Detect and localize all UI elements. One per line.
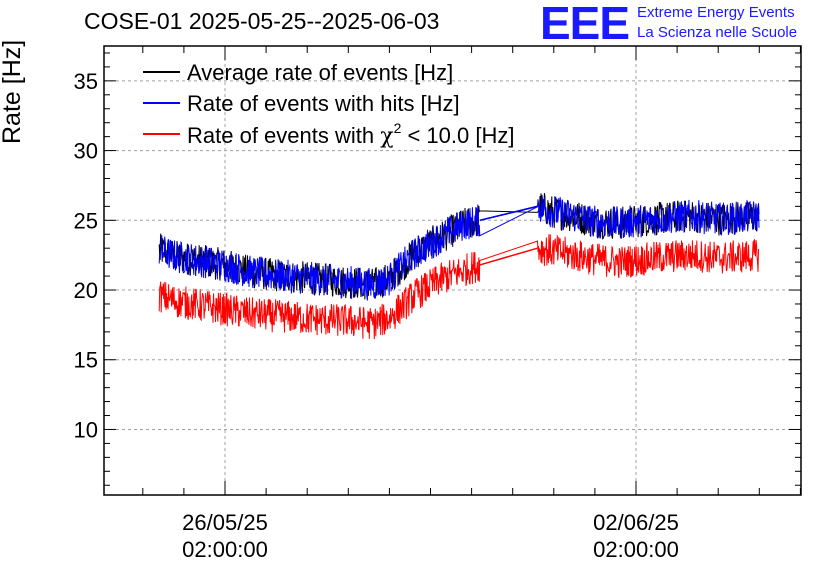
y-tick-label: 25 (74, 208, 98, 233)
legend: Average rate of events [Hz] Rate of even… (143, 60, 514, 149)
legend-chi-prefix: Rate of events with (187, 123, 380, 148)
y-tick-label: 10 (74, 417, 98, 442)
x-tick-label-time: 02:00:00 (182, 537, 268, 562)
x-tick-label-date: 02/06/25 (593, 510, 679, 535)
y-tick-label: 20 (74, 278, 98, 303)
series-line (158, 194, 760, 301)
series-line (158, 234, 760, 340)
brand-line-2: La Scienza nelle Scuole (637, 24, 798, 41)
x-tick-label-date: 26/05/25 (182, 510, 268, 535)
x-tick-label-time: 02:00:00 (593, 537, 679, 562)
y-tick-label: 30 (74, 139, 98, 164)
axis-layer: 10152025303526/05/2502:00:0002/06/2502:0… (74, 46, 801, 562)
brand-line-1: Extreme Energy Events (637, 4, 795, 21)
series-gap-line (479, 247, 538, 266)
series-gap-line (479, 205, 538, 222)
y-tick-label: 35 (74, 69, 98, 94)
legend-label-hits: Rate of events with hits [Hz] (187, 91, 460, 116)
legend-chi-symbol: χ (380, 124, 393, 149)
y-tick-label: 15 (74, 348, 98, 373)
legend-label-avg: Average rate of events [Hz] (187, 60, 453, 85)
chart-title: COSE-01 2025-05-25--2025-06-03 (84, 8, 440, 34)
legend-label-chi2: Rate of events with χ2 < 10.0 [Hz] (187, 120, 514, 149)
eee-logo: EEE (540, 0, 630, 49)
series-layer (158, 193, 760, 340)
legend-chi-suffix: < 10.0 [Hz] (401, 123, 514, 148)
legend-chi-sup: 2 (394, 120, 402, 136)
plot-frame (103, 45, 802, 496)
